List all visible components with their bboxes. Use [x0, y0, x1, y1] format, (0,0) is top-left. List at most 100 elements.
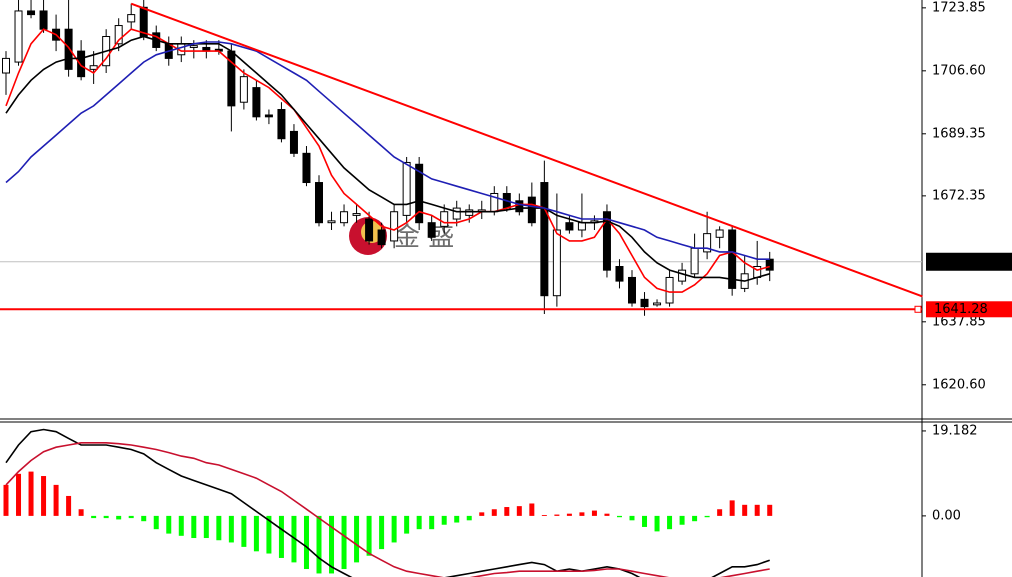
last-price-box — [926, 252, 1012, 271]
histogram-bar — [316, 515, 322, 574]
histogram-bar — [416, 515, 422, 530]
candle-body — [377, 229, 386, 246]
histogram-bar — [66, 495, 72, 516]
candle-body — [653, 302, 662, 306]
histogram-bar — [191, 515, 197, 539]
candle-body — [665, 276, 674, 304]
histogram-bar — [541, 515, 547, 516]
histogram-bar — [704, 515, 710, 518]
histogram-bar — [3, 484, 9, 516]
histogram-bar — [128, 515, 134, 519]
histogram-bar — [16, 473, 22, 516]
candle-body — [352, 213, 361, 216]
candle-body — [39, 10, 48, 30]
candle-body — [415, 163, 424, 224]
histogram-bar — [203, 515, 209, 539]
candle-body — [728, 229, 737, 289]
candle-body — [315, 182, 323, 224]
candle-body — [427, 222, 436, 238]
histogram-bar — [241, 515, 247, 547]
histogram-bar — [141, 515, 147, 522]
histogram-bar — [253, 515, 259, 552]
histogram-bar — [266, 515, 272, 554]
y-tick-label: 1672.35 — [932, 188, 986, 203]
histogram-bar — [41, 476, 47, 516]
y-tick-label: 1706.60 — [932, 63, 986, 78]
candle-body — [602, 211, 611, 271]
histogram-bar — [329, 515, 335, 574]
histogram-bar — [441, 515, 447, 525]
indicator-line — [5, 35, 770, 282]
indicator-line — [5, 442, 770, 577]
histogram-bar — [278, 515, 284, 558]
histogram-bar — [729, 500, 735, 516]
histogram-bar — [491, 509, 497, 516]
histogram-bar — [91, 515, 97, 519]
candle-body — [365, 218, 374, 242]
trend-line — [130, 2, 923, 298]
candle-body — [252, 87, 261, 118]
histogram-bar — [604, 513, 610, 516]
candle-body — [515, 200, 524, 213]
histogram-bar — [354, 515, 360, 563]
histogram-bar — [303, 515, 309, 570]
histogram-bar — [28, 471, 34, 516]
candle-body — [440, 211, 449, 227]
histogram-bar — [479, 512, 485, 516]
candle-body — [189, 45, 198, 48]
support-label-box — [926, 301, 1012, 318]
histogram-bar — [53, 484, 59, 516]
indicator-line — [5, 28, 770, 293]
candle-body — [327, 220, 336, 224]
histogram-bar — [767, 504, 773, 516]
candle-body — [540, 182, 549, 297]
histogram-bar — [366, 515, 372, 556]
histogram-bar — [566, 513, 572, 516]
candle-body — [640, 298, 649, 308]
y-tick-label: 0.00 — [932, 508, 961, 523]
candle-body — [302, 152, 311, 184]
y-tick-label: 1637.85 — [932, 314, 986, 329]
candle-body — [552, 229, 561, 297]
candle-body — [239, 76, 248, 103]
y-tick-label: 1723.85 — [932, 0, 986, 15]
candle-body — [765, 258, 774, 271]
y-tick-label: 1689.35 — [932, 126, 986, 141]
watermark-text: 金 盛 — [394, 223, 454, 253]
histogram-bar — [629, 515, 635, 521]
histogram-bar — [642, 515, 648, 527]
histogram-bar — [516, 506, 522, 516]
candle-body — [2, 57, 10, 74]
candle-body — [690, 247, 699, 275]
candle-body — [452, 207, 461, 220]
histogram-bar — [454, 515, 460, 523]
histogram-bar — [78, 509, 84, 516]
histogram-bar — [654, 515, 660, 532]
histogram-bar — [379, 515, 385, 550]
candle-body — [64, 28, 73, 70]
histogram-bar — [116, 515, 122, 520]
histogram-bar — [692, 515, 698, 522]
candle-body — [615, 265, 624, 282]
indicator-line — [5, 428, 770, 577]
candle-body — [390, 211, 399, 242]
histogram-bar — [166, 515, 172, 534]
histogram-bar — [228, 515, 234, 543]
histogram-bar — [341, 515, 347, 570]
candle-body — [577, 222, 586, 231]
candle-body — [27, 10, 36, 16]
histogram-bar — [591, 510, 597, 516]
watermark: 金 盛 — [349, 217, 454, 255]
candle-body — [527, 196, 536, 224]
histogram-bar — [466, 515, 472, 521]
histogram-bar — [429, 515, 435, 530]
candle-body — [14, 10, 23, 63]
histogram-bar — [529, 503, 535, 516]
histogram-bar — [504, 507, 510, 516]
candle-body — [715, 229, 724, 238]
histogram-bar — [291, 515, 297, 563]
candle-body — [465, 209, 474, 216]
candle-body — [127, 14, 136, 23]
histogram-bar — [178, 515, 184, 536]
